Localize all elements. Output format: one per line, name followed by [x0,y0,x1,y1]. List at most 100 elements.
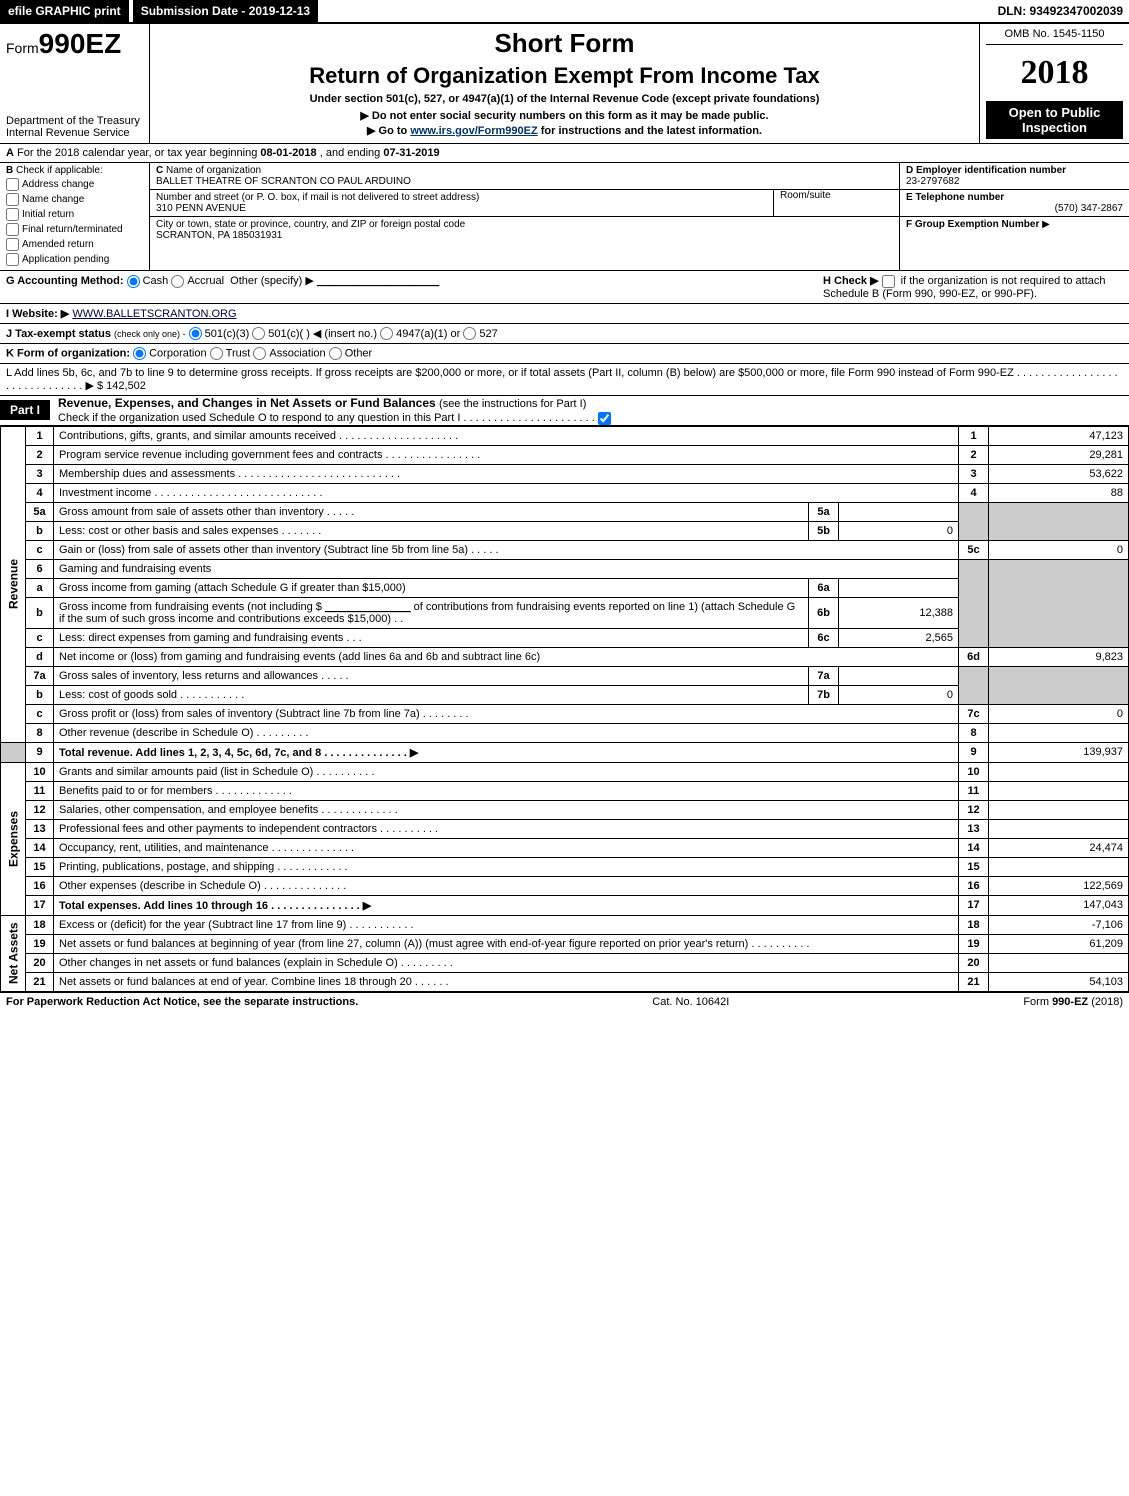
section-bcd: B Check if applicable: Address change Na… [0,163,1129,271]
line-a-label: A [6,147,14,159]
sidelabel-revenue: Revenue [1,426,26,742]
amount-7c: 0 [989,704,1129,723]
checkbox-schedule-b[interactable] [882,275,895,288]
subval-6a [839,578,959,597]
row-11: 11 Benefits paid to or for members . . .… [1,781,1129,800]
desc-3: Membership dues and assessments . . . . … [54,464,959,483]
amount-6d: 9,823 [989,647,1129,666]
box-12: 12 [959,800,989,819]
desc-7a: Gross sales of inventory, less returns a… [54,666,809,685]
lineno-5b: b [26,521,54,540]
radio-trust[interactable] [210,347,223,360]
check-initial-return[interactable]: Initial return [6,208,143,221]
desc-20: Other changes in net assets or fund bala… [54,953,959,972]
desc-21: Net assets or fund balances at end of ye… [54,972,959,991]
checkbox-final-return[interactable] [6,223,19,236]
section-b-label: B [6,165,13,176]
box-14: 14 [959,838,989,857]
box-10: 10 [959,762,989,781]
lineno-21: 21 [26,972,54,991]
subval-6b: 12,388 [839,597,959,628]
amount-21: 54,103 [989,972,1129,991]
amount-13 [989,819,1129,838]
box-1: 1 [959,426,989,445]
check-final-return[interactable]: Final return/terminated [6,223,143,236]
org-name: BALLET THEATRE OF SCRANTON CO PAUL ARDUI… [156,176,411,187]
check-name-change[interactable]: Name change [6,193,143,206]
row-13: 13 Professional fees and other payments … [1,819,1129,838]
phone-value: (570) 347-2867 [906,203,1123,214]
amount-18: -7,106 [989,915,1129,934]
topbar-left: efile GRAPHIC print Submission Date - 20… [0,0,318,22]
desc-6: Gaming and fundraising events [54,559,959,578]
g-other-blank[interactable]: ____________________ [317,275,439,287]
line-j: J Tax-exempt status (check only one) - 5… [0,323,1129,344]
checkbox-initial-return[interactable] [6,208,19,221]
row-8: 8 Other revenue (describe in Schedule O)… [1,723,1129,742]
website-link[interactable]: WWW.BALLETSCRANTON.ORG [72,308,236,320]
radio-501c[interactable] [252,327,265,340]
row-6d: d Net income or (loss) from gaming and f… [1,647,1129,666]
lineno-16: 16 [26,876,54,895]
amount-2: 29,281 [989,445,1129,464]
checkbox-application-pending[interactable] [6,253,19,266]
row-10: Expenses 10 Grants and similar amounts p… [1,762,1129,781]
amount-10 [989,762,1129,781]
grey-6-amt [989,559,1129,647]
box-13: 13 [959,819,989,838]
lineno-7c: c [26,704,54,723]
dln-label: DLN: 93492347002039 [998,4,1129,18]
opt-name-change: Name change [22,194,84,205]
row-5a: 5a Gross amount from sale of assets othe… [1,502,1129,521]
subbox-5b: 5b [809,521,839,540]
city-row: City or town, state or province, country… [150,217,899,243]
lineno-5a: 5a [26,502,54,521]
row-20: 20 Other changes in net assets or fund b… [1,953,1129,972]
check-amended-return[interactable]: Amended return [6,238,143,251]
checkbox-amended-return[interactable] [6,238,19,251]
footer-left: For Paperwork Reduction Act Notice, see … [6,996,358,1008]
row-1: Revenue 1 Contributions, gifts, grants, … [1,426,1129,445]
desc-6b-blank[interactable]: ______________ [325,601,411,613]
line-g-h: G Accounting Method: Cash Accrual Other … [0,271,1129,304]
org-name-row: C Name of organization BALLET THEATRE OF… [150,163,899,190]
radio-association[interactable] [253,347,266,360]
radio-other-org[interactable] [329,347,342,360]
row-4: 4 Investment income . . . . . . . . . . … [1,483,1129,502]
checkbox-name-change[interactable] [6,193,19,206]
section-c: C Name of organization BALLET THEATRE OF… [150,163,899,270]
checkbox-schedule-o[interactable] [598,412,611,425]
check-application-pending[interactable]: Application pending [6,253,143,266]
part1-title-sub: (see the instructions for Part I) [439,398,586,410]
radio-4947[interactable] [380,327,393,340]
form-header: Form990EZ Department of the Treasury Int… [0,24,1129,144]
radio-cash[interactable] [127,275,140,288]
lineno-7a: 7a [26,666,54,685]
footer-mid: Cat. No. 10642I [652,996,729,1008]
checkbox-address-change[interactable] [6,178,19,191]
amount-17: 147,043 [989,895,1129,915]
box-20: 20 [959,953,989,972]
irs-link[interactable]: www.irs.gov/Form990EZ [410,125,537,137]
desc-9: Total revenue. Add lines 1, 2, 3, 4, 5c,… [54,742,959,762]
radio-corporation[interactable] [133,347,146,360]
e-label: E Telephone number [906,192,1004,203]
check-address-change[interactable]: Address change [6,178,143,191]
j-label: J Tax-exempt status [6,328,111,340]
g-accrual: Accrual [187,275,224,287]
radio-501c3[interactable] [189,327,202,340]
sidelabel-netassets: Net Assets [1,915,26,991]
room-label: Room/suite [780,190,831,201]
page-footer: For Paperwork Reduction Act Notice, see … [0,992,1129,1011]
radio-527[interactable] [463,327,476,340]
radio-accrual[interactable] [171,275,184,288]
line-h: H Check ▶ if the organization is not req… [823,274,1123,300]
efile-print-button[interactable]: efile GRAPHIC print [0,0,129,22]
box-9: 9 [959,742,989,762]
row-17: 17 Total expenses. Add lines 10 through … [1,895,1129,915]
row-7c: c Gross profit or (loss) from sales of i… [1,704,1129,723]
desc-6b-pre: Gross income from fundraising events (no… [59,601,325,613]
instr2-pre: ▶ Go to [367,125,410,137]
row-9: 9 Total revenue. Add lines 1, 2, 3, 4, 5… [1,742,1129,762]
row-18: Net Assets 18 Excess or (deficit) for th… [1,915,1129,934]
